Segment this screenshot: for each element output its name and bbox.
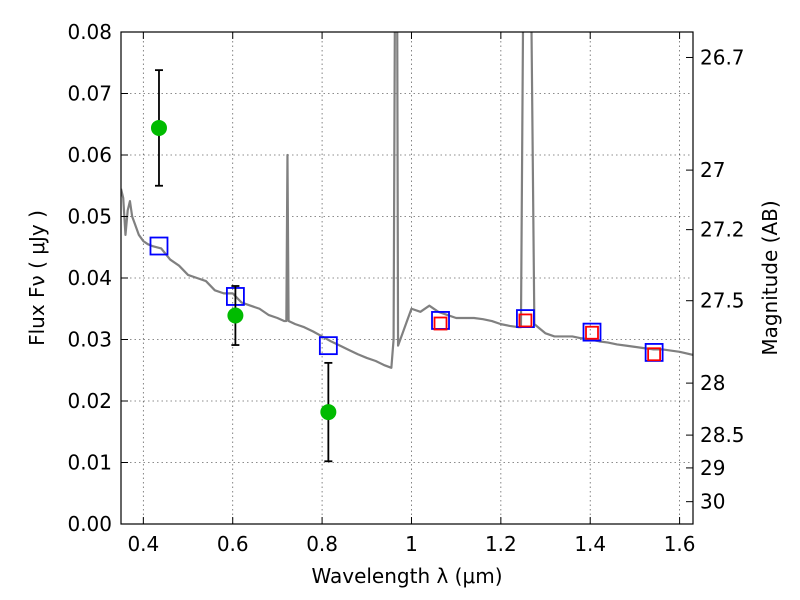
blue-square-marker bbox=[149, 236, 169, 256]
y2-axis-title: Magnitude (AB) bbox=[758, 200, 782, 355]
y2-tick-label: 29 bbox=[700, 456, 725, 480]
green-data-point bbox=[227, 307, 244, 324]
y2-tick-label: 28.5 bbox=[700, 423, 745, 447]
x-tick-label: 1.6 bbox=[664, 532, 696, 556]
x-tick-label: 1.2 bbox=[485, 532, 517, 556]
x-tick-label: 0.8 bbox=[306, 532, 338, 556]
grid bbox=[121, 32, 693, 524]
red-square-marker bbox=[433, 316, 448, 331]
y2-tick-label: 30 bbox=[700, 490, 725, 514]
red-square-marker bbox=[647, 347, 662, 362]
y-tick-label: 0.04 bbox=[67, 266, 112, 290]
y2-tick-label: 26.7 bbox=[700, 45, 745, 69]
y2-tick-label: 27 bbox=[700, 158, 725, 182]
spectrum-line bbox=[121, 32, 693, 369]
y-tick-label: 0.01 bbox=[67, 451, 112, 475]
y2-tick-label: 27.2 bbox=[700, 218, 745, 242]
green-data-point bbox=[150, 119, 167, 136]
y-axis-title: Flux Fν ( μJy ) bbox=[25, 210, 49, 346]
axes: 0.4 0.6 0.8 1 1.2 1.4 1.6 0.00 0.01 0.02 0.03 0.04 0… bbox=[67, 20, 744, 556]
y-tick-label: 0.08 bbox=[67, 20, 112, 44]
x-tick-label: 1 bbox=[405, 532, 418, 556]
blue-square-marker bbox=[318, 336, 338, 356]
red-square-marker bbox=[518, 313, 533, 328]
y-tick-label: 0.00 bbox=[67, 512, 112, 536]
blue-square-marker bbox=[582, 322, 602, 342]
y-tick-label: 0.07 bbox=[67, 82, 112, 106]
x-axis-title: Wavelength λ (μm) bbox=[311, 564, 502, 588]
y-tick-label: 0.03 bbox=[67, 328, 112, 352]
green-data-point bbox=[320, 404, 337, 421]
x-tick-label: 1.4 bbox=[574, 532, 606, 556]
red-square-marker bbox=[585, 325, 599, 340]
x-tick-label: 0.4 bbox=[127, 532, 159, 556]
data-layer bbox=[121, 32, 693, 463]
y2-tick-label: 27.5 bbox=[700, 289, 745, 313]
y-tick-label: 0.02 bbox=[67, 389, 112, 413]
x-tick-label: 0.6 bbox=[217, 532, 249, 556]
y-tick-label: 0.06 bbox=[67, 143, 112, 167]
y2-tick-label: 28 bbox=[700, 371, 725, 395]
y-tick-label: 0.05 bbox=[67, 205, 112, 229]
